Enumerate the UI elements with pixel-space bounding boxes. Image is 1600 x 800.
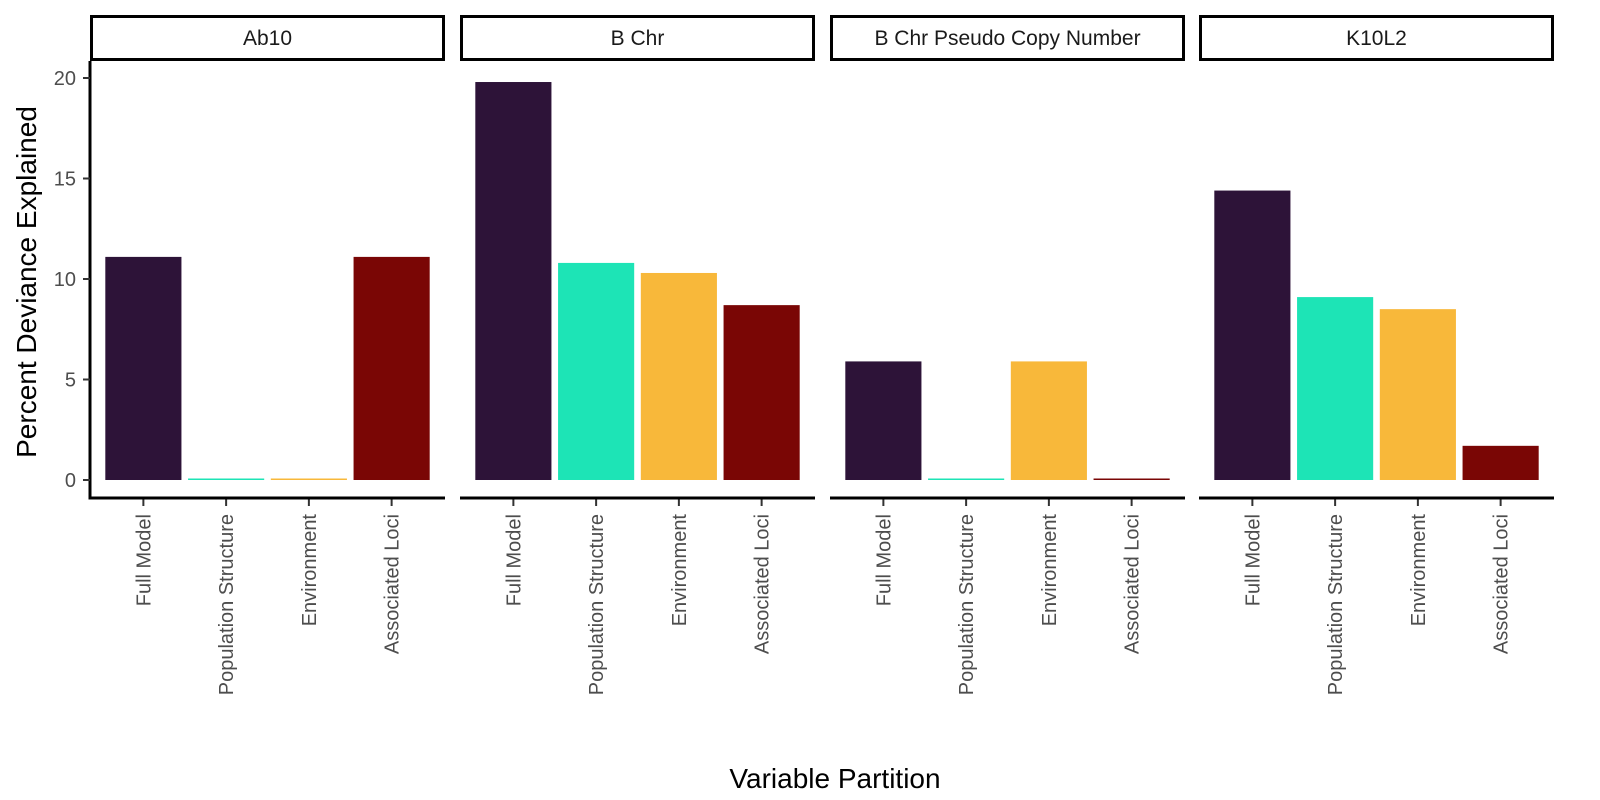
bar <box>1214 190 1291 480</box>
facet-panel: B Chr Full Model Population Structure Envir… <box>460 15 815 695</box>
facet-strip <box>1199 15 1554 61</box>
facet-panel: Ab10 Full Model Population Structure Enviro… <box>90 15 445 695</box>
bar <box>475 82 552 481</box>
x-tick-label: Full Model <box>503 514 525 606</box>
bar <box>188 478 265 480</box>
y-axis-title: Percent Deviance Explained <box>11 106 42 458</box>
x-tick-label: Population Structure <box>216 514 238 695</box>
facet-strip-label: B Chr Pseudo Copy Number <box>874 27 1140 50</box>
facet-strip-label: B Chr <box>611 27 665 50</box>
x-tick-label: Associated Loci <box>1122 514 1144 654</box>
y-tick-label: 20 <box>54 68 76 90</box>
bar <box>353 256 430 480</box>
facet-strip-label: K10L2 <box>1346 27 1407 50</box>
facet-strip <box>830 15 1185 61</box>
facet-panels: Ab10 Full Model Population Structure Enviro… <box>90 15 1554 695</box>
x-tick-label: Population Structure <box>1325 514 1347 695</box>
x-tick-label: Associated Loci <box>382 514 404 654</box>
x-tick-label: Associated Loci <box>1491 514 1513 654</box>
bar <box>270 478 347 480</box>
bar <box>1462 445 1539 480</box>
x-tick-label: Environment <box>299 514 321 627</box>
bar <box>105 256 182 480</box>
x-tick-label: Population Structure <box>586 514 608 695</box>
y-tick-label: 0 <box>65 470 76 492</box>
bar <box>723 305 800 480</box>
bar <box>640 272 717 480</box>
facet-strip <box>90 15 445 61</box>
x-tick-label: Environment <box>1039 514 1061 627</box>
y-tick-label: 15 <box>54 169 76 191</box>
bar <box>1297 297 1374 480</box>
x-tick-label: Environment <box>669 514 691 627</box>
y-tick-label: 5 <box>65 370 76 392</box>
x-tick-label: Environment <box>1408 514 1430 627</box>
y-tick-label: 10 <box>54 269 76 291</box>
facet-strip-label: Ab10 <box>243 27 292 50</box>
x-tick-label: Associated Loci <box>752 514 774 654</box>
facet-strip <box>460 15 815 61</box>
bar <box>928 478 1005 480</box>
x-tick-label: Population Structure <box>956 514 978 695</box>
y-axis: 0 5 10 15 20 <box>54 61 92 500</box>
bar <box>558 262 635 480</box>
x-tick-label: Full Model <box>873 514 895 606</box>
facet-panel: B Chr Pseudo Copy Number Full Model Popula… <box>830 15 1185 695</box>
bar <box>845 361 922 480</box>
x-tick-label: Full Model <box>133 514 155 606</box>
x-axis-title: Variable Partition <box>729 763 940 794</box>
bar <box>1379 309 1456 480</box>
bar <box>1010 361 1087 480</box>
bar <box>1093 478 1170 480</box>
x-tick-label: Full Model <box>1242 514 1264 606</box>
facet-panel: K10L2 Full Model Population Structure Envir… <box>1199 15 1554 695</box>
